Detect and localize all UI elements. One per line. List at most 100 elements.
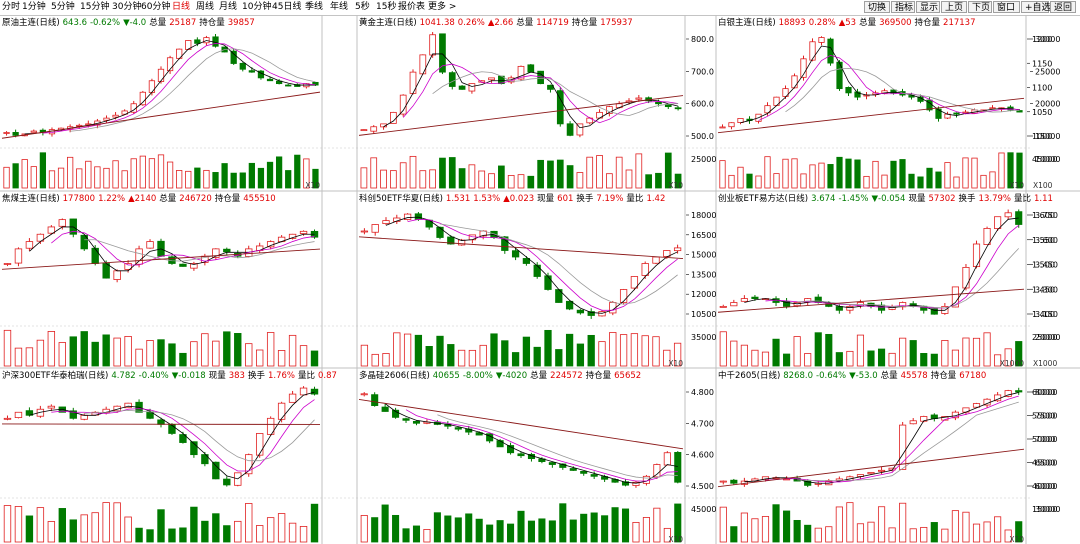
period-3[interactable]: 15分钟: [80, 2, 110, 12]
toolbar-button-4[interactable]: 下页: [968, 1, 992, 13]
volume-bar: [146, 529, 154, 543]
volume-bar: [157, 339, 165, 367]
volume-bar: [103, 167, 110, 189]
panel-chinext-etf[interactable]: 创业板ETF易方达(日线) 3.674 -1.45% ▼-0.054 现量 57302 换手…: [717, 193, 1053, 368]
candle-body: [458, 85, 466, 90]
candle-body: [522, 258, 531, 264]
volume-bar: [91, 512, 99, 543]
period-6[interactable]: 日线: [172, 2, 191, 12]
toolbar-button-6[interactable]: +自选: [1021, 1, 1051, 13]
volume-bar: [941, 528, 949, 543]
period-10[interactable]: 45日线: [272, 2, 302, 12]
period-1[interactable]: 1分钟: [22, 2, 46, 12]
toolbar-button-1[interactable]: 指标: [891, 1, 915, 13]
candle-body: [632, 481, 640, 486]
panel-star50-etf[interactable]: 科创50ETF华夏(日线) 1.531 1.53% ▲0.023 现量 601 换手 7.19…: [358, 193, 684, 368]
candle-body: [783, 301, 791, 307]
panel-gold[interactable]: 黄金主连(日线) 1041.38 0.26% ▲2.66 总量 114719 持仓量 1759…: [358, 17, 683, 190]
volume-bar: [21, 159, 28, 189]
candle-body: [1004, 212, 1012, 218]
volume-bar: [168, 528, 176, 543]
candle-body: [972, 403, 981, 408]
volume-bar: [663, 527, 671, 543]
candle-body: [663, 250, 671, 257]
volume-bar: [755, 175, 762, 189]
candle-body: [804, 480, 812, 486]
volume-bar: [556, 159, 564, 189]
volume-bar: [277, 350, 286, 367]
candle-body: [112, 114, 119, 118]
volume-bar: [102, 502, 110, 543]
panel-polysilicon[interactable]: 多晶硅2606(日线) 40655 -8.00% ▼-4020 总量 224572 持仓量 6…: [358, 370, 683, 544]
panel-crude-oil[interactable]: 原油主连(日线) 643.6 -0.62% ▼-4.0 总量 25187 持仓量 39857 X…: [1, 17, 320, 190]
volume-bar: [58, 508, 67, 543]
volume-bar: [48, 170, 56, 189]
period-15[interactable]: 报价表: [398, 2, 426, 12]
price-tick: 15000: [691, 251, 716, 260]
period-2[interactable]: 5分钟: [51, 2, 75, 12]
volume-bar: [511, 352, 520, 367]
ma60-line: [717, 288, 1025, 313]
volume-bar: [58, 342, 67, 367]
panel-coking-coal[interactable]: 焦煤主连(日线) 177800 1.22% ▲2140 总量 246720 持仓量 45551…: [1, 193, 321, 367]
ma-line: [84, 409, 315, 462]
toolbar-button-2[interactable]: 显示: [916, 1, 940, 13]
toolbar-button-5[interactable]: 窗口: [993, 1, 1020, 13]
period-0[interactable]: 分时: [2, 2, 21, 12]
volume-bar: [67, 156, 74, 189]
panel-title: 创业板ETF易方达(日线) 3.674 -1.45% ▼-0.054 现量 57302 换手…: [718, 193, 1053, 204]
period-12[interactable]: 年线: [330, 2, 349, 12]
period-9[interactable]: 10分钟: [242, 2, 272, 12]
candle-body: [664, 104, 672, 108]
volume-bar: [488, 173, 495, 189]
candle-body: [360, 230, 369, 233]
volume-bar: [425, 346, 433, 367]
volume-bar: [930, 522, 938, 543]
axis-chinext-etf-y: 1.600 1.550 1.500 1.450 1.400 25000: [1027, 211, 1057, 342]
candle-body: [565, 300, 574, 310]
candle-body: [652, 256, 660, 264]
candle-body: [566, 123, 574, 136]
volume-unit: X10: [668, 535, 683, 544]
period-14[interactable]: 15秒: [376, 2, 397, 12]
period-8[interactable]: 月线: [219, 2, 238, 12]
candle-body: [899, 302, 907, 308]
period-13[interactable]: 5秒: [355, 2, 370, 12]
period-5[interactable]: 60分钟: [141, 2, 171, 12]
volume-bar: [994, 354, 1002, 367]
candle-body: [800, 58, 807, 78]
candle-body: [877, 469, 886, 472]
price-tick: 600.0: [691, 100, 714, 109]
volume-bar: [91, 341, 99, 367]
candle-body: [370, 126, 378, 132]
panel-csi1000[interactable]: 中千2605(日线) 8268.0 -0.64% ▼-53.0 总量 45578 持仓量 67…: [717, 370, 1024, 544]
panel-csi300-etf[interactable]: 沪深300ETF华泰柏瑞(日线) 4.782 -0.40% ▼-0.018 现量 383 换…: [1, 370, 337, 543]
candle-body: [673, 247, 682, 252]
candle-body: [103, 117, 110, 121]
toolbar-button-0[interactable]: 切换: [864, 1, 890, 13]
volume-bar: [299, 526, 308, 543]
period-4[interactable]: 30分钟: [112, 2, 142, 12]
period-16[interactable]: 更多 >: [428, 2, 457, 12]
ma-line: [740, 45, 1020, 124]
toolbar-button-7[interactable]: 返回: [1050, 1, 1076, 13]
candle-body: [80, 234, 88, 250]
period-7[interactable]: 周线: [196, 2, 215, 12]
candle-body: [14, 248, 23, 264]
price-tick: 1.600: [1032, 211, 1055, 220]
candle-body: [598, 311, 606, 317]
panel-silver[interactable]: 白银主连(日线) 18893 0.28% ▲53 总量 369500 持仓量 217137 X1…: [717, 17, 1024, 190]
toolbar-button-3[interactable]: 上页: [941, 1, 967, 13]
volume-bar: [782, 158, 789, 189]
volume-bar: [457, 349, 466, 367]
ma60-line: [358, 236, 684, 259]
volume-bar: [310, 350, 319, 367]
ma-line: [29, 226, 315, 272]
volume-bar: [475, 518, 483, 543]
candle-body: [58, 219, 67, 227]
candle-body: [653, 464, 661, 478]
candle-body: [867, 472, 875, 475]
volume-bar: [538, 518, 546, 543]
period-11[interactable]: 季线: [305, 2, 324, 12]
candle-body: [630, 276, 639, 289]
